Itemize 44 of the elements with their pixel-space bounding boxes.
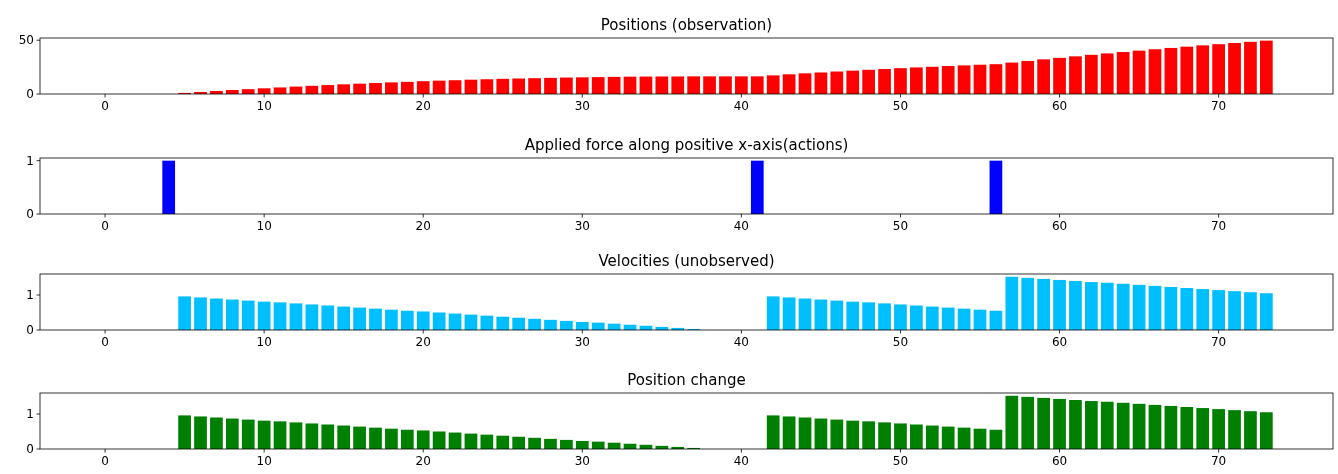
x-tick-label: 0 <box>101 99 109 113</box>
x-tick-label: 40 <box>733 219 750 233</box>
x-tick-label: 10 <box>256 335 272 349</box>
x-tick-label: 70 <box>1210 454 1227 468</box>
chart-title: Velocities (unobserved) <box>598 252 775 270</box>
chart-title: Applied force along positive x-axis(actions) <box>524 136 849 154</box>
y-tick-label: 1 <box>26 288 34 302</box>
x-tick-label: 20 <box>415 219 431 233</box>
x-tick-label: 10 <box>256 99 272 113</box>
x-tick-label: 10 <box>256 219 272 233</box>
x-tick-label: 70 <box>1210 99 1227 113</box>
y-tick-label: 50 <box>18 33 34 48</box>
y-tick-label: 1 <box>26 153 34 168</box>
x-tick-label: 30 <box>574 99 590 113</box>
x-tick-label: 0 <box>101 335 109 349</box>
x-tick-label: 20 <box>415 335 431 349</box>
x-tick-label: 0 <box>101 454 109 468</box>
x-tick-label: 70 <box>1210 335 1227 349</box>
x-tick-label: 60 <box>1051 335 1068 349</box>
x-tick-label: 20 <box>415 99 431 113</box>
x-tick-label: 50 <box>892 219 909 233</box>
y-tick-label: 0 <box>26 442 34 456</box>
x-tick-label: 50 <box>892 335 909 349</box>
y-tick-label: 0 <box>26 207 34 221</box>
x-tick-label: 70 <box>1210 219 1227 233</box>
x-tick-label: 10 <box>256 454 272 468</box>
x-tick-label: 20 <box>415 454 431 468</box>
chart-title: Positions (observation) <box>600 16 773 34</box>
x-tick-label: 60 <box>1051 99 1068 113</box>
x-tick-label: 30 <box>574 454 590 468</box>
y-tick-label: 0 <box>26 323 34 337</box>
x-tick-label: 60 <box>1051 219 1068 233</box>
x-tick-label: 60 <box>1051 454 1068 468</box>
y-tick-label: 0 <box>26 87 34 101</box>
x-tick-label: 40 <box>733 335 750 349</box>
x-tick-label: 50 <box>892 99 909 113</box>
x-tick-label: 30 <box>574 219 590 233</box>
x-tick-label: 30 <box>574 335 590 349</box>
chart-title: Position change <box>627 371 746 389</box>
x-tick-label: 50 <box>892 454 909 468</box>
x-tick-label: 0 <box>101 219 109 233</box>
y-tick-label: 1 <box>26 407 34 421</box>
x-tick-label: 40 <box>733 99 750 113</box>
x-tick-label: 40 <box>733 454 750 468</box>
